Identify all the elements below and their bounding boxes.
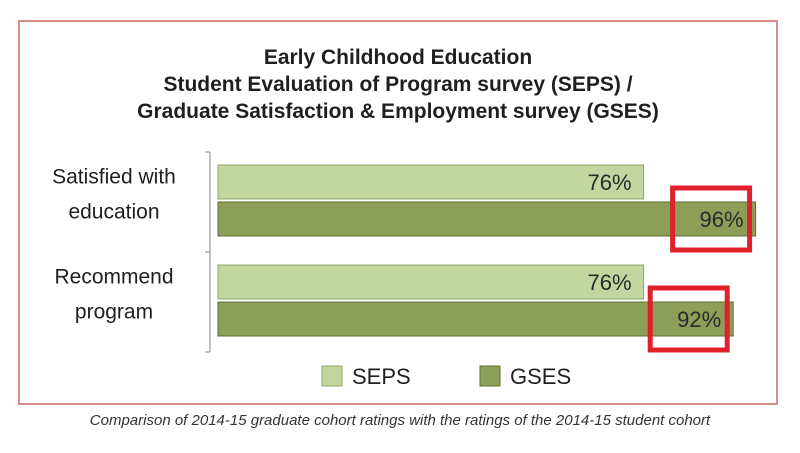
bar-gses-0 (217, 201, 757, 237)
bar-gses-1 (217, 301, 734, 337)
category-label-0-1: education (68, 201, 159, 224)
legend-label-seps: SEPS (352, 364, 411, 389)
legend-swatch-seps (321, 365, 343, 387)
chart-title-line-2: Student Evaluation of Program survey (SE… (163, 73, 633, 96)
data-label-seps-0: 76% (588, 170, 632, 195)
category-label-0-0: Satisfied with (52, 166, 176, 189)
chart-title-line-1: Early Childhood Education (263, 46, 533, 69)
chart-title: Early Childhood Education Student Evalua… (18, 44, 778, 125)
chart-title-line-3: Graduate Satisfaction & Employment surve… (137, 100, 659, 123)
bar-seps-1 (217, 264, 645, 300)
highlight-box-0 (670, 185, 753, 253)
highlight-box-1 (647, 285, 730, 353)
chart-caption: Comparison of 2014-15 graduate cohort ra… (89, 412, 711, 429)
data-label-gses-0: 96% (700, 207, 744, 232)
data-label-seps-1: 76% (588, 270, 632, 295)
category-label-1-0: Recommend (54, 266, 173, 289)
bar-seps-0 (217, 164, 645, 200)
data-label-gses-1: 92% (677, 307, 721, 332)
category-label-1-1: program (75, 301, 153, 324)
legend-label-gses: GSES (510, 364, 571, 389)
legend-swatch-gses (479, 365, 501, 387)
